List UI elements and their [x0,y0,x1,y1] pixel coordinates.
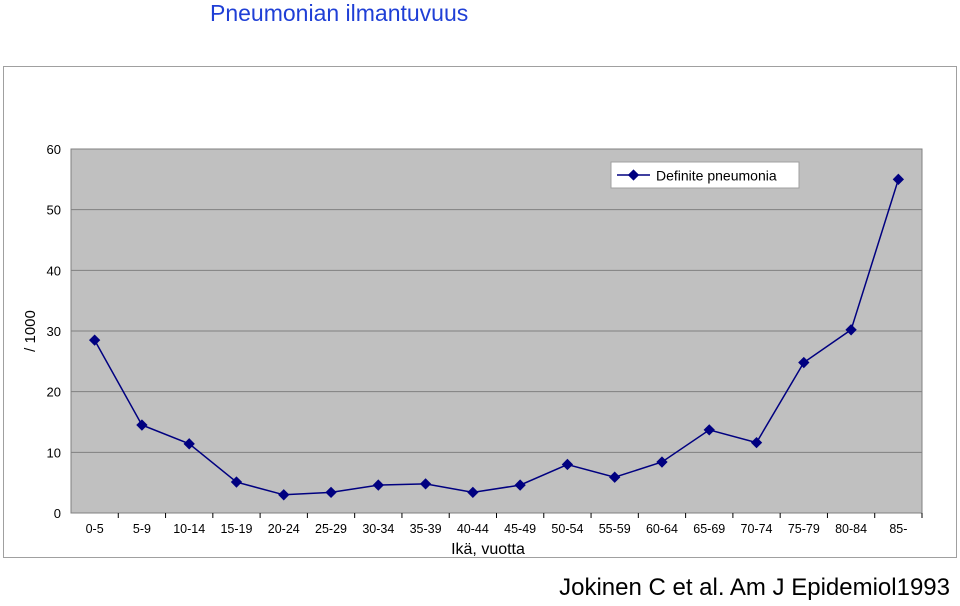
y-tick-label: 20 [47,385,61,400]
x-tick-label: 40-44 [457,522,489,536]
page-title: Pneumonian ilmantuvuus [210,0,469,26]
data-point [561,458,574,471]
data-point [183,438,195,450]
data-point [798,356,810,369]
line-chart: 0 10 20 30 40 50 60 0-5 5-9 10-14 15-19 20-24 25-29… [22,142,923,557]
x-tick-label: 45-49 [504,522,536,536]
data-point [845,324,857,336]
citation: Jokinen C et al. Am J Epidemiol1993 [559,574,950,601]
y-tick-label: 60 [47,142,61,157]
y-tick-label: 0 [54,506,61,521]
x-tick-label: 10-14 [173,522,205,536]
legend-entry-label: Definite pneumonia [656,168,777,184]
data-point [278,489,290,501]
x-tick-label: 60-64 [646,522,678,536]
series-line [93,179,900,496]
legend: Definite pneumonia [610,161,800,189]
data-point [136,419,148,431]
y-tick-label: 40 [47,263,61,278]
x-tick-label: 35-39 [410,522,442,536]
x-tick-label: 55-59 [599,522,631,536]
data-point [419,478,432,490]
x-axis-label: Ikä, vuotta [451,541,525,557]
y-tick-label: 50 [47,203,61,218]
data-point [750,436,763,449]
x-tick-label: 25-29 [315,522,347,536]
x-tick-label: 15-19 [220,522,252,536]
y-tick-label: 10 [47,445,61,460]
data-point [703,424,715,436]
x-tick-label: 5-9 [133,522,151,536]
y-tick-label: 30 [47,324,61,339]
x-tick-label: 80-84 [835,522,867,536]
x-tick-label: 20-24 [268,522,300,536]
data-point [656,456,668,468]
data-point [467,486,479,499]
data-point [514,479,526,491]
x-tick-label: 30-34 [362,522,394,536]
x-tick-label: 70-74 [741,522,773,536]
x-axis-ticks: 0-5 5-9 10-14 15-19 20-24 25-29 30-34 35-39 40-4… [86,513,923,536]
data-point [372,479,384,491]
data-point [892,173,905,185]
data-point [230,476,243,488]
x-tick-label: 85- [889,522,907,536]
x-tick-label: 0-5 [86,522,104,536]
y-axis-ticks: 0 10 20 30 40 50 60 [47,142,61,521]
data-point [325,486,337,499]
x-tick-label: 65-69 [693,522,725,536]
x-tick-label: 50-54 [551,522,583,536]
grid-lines [71,209,922,453]
chart-frame: 0 10 20 30 40 50 60 0-5 5-9 10-14 15-19 20-24 25-29… [3,66,957,558]
y-axis-label: / 1000 [22,310,39,352]
x-tick-label: 75-79 [788,522,820,536]
data-point [609,471,621,483]
